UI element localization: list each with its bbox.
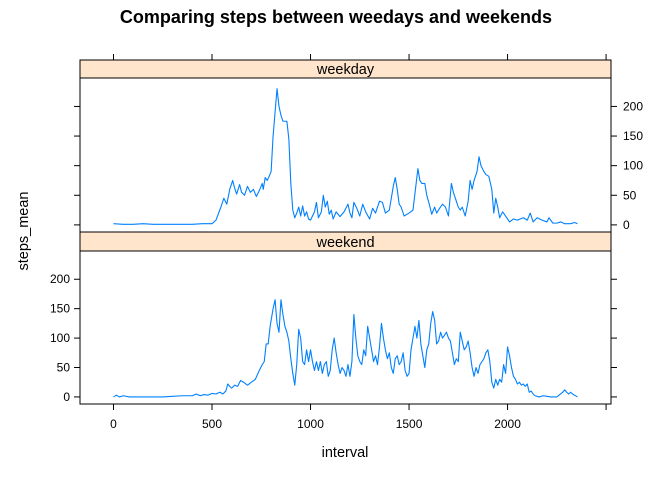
- panel-weekend: weekend 0 50 100 150 200: [50, 231, 617, 405]
- strip-label-weekend: weekend: [315, 235, 374, 251]
- y-tick-label-weekend-150: 150: [50, 302, 70, 316]
- y-tick-label-weekday-50: 50: [623, 188, 637, 202]
- panel-weekday: weekday 0 50 100 150 200: [74, 59, 643, 233]
- panel-frame-weekend: [79, 250, 612, 405]
- y-tick-label-weekend-0: 0: [63, 390, 70, 404]
- chart-title: Comparing steps between weedays and week…: [120, 7, 552, 27]
- y-axis-label: steps_mean: [16, 192, 32, 271]
- y-tick-label-weekday-200: 200: [623, 99, 643, 113]
- x-tick-label-500: 500: [202, 417, 222, 431]
- x-axis-label: interval: [322, 445, 369, 461]
- y-tick-label-weekend-50: 50: [57, 361, 71, 375]
- y-tick-label-weekend-100: 100: [50, 331, 70, 345]
- series-line-weekend: [113, 299, 578, 398]
- y-tick-label-weekday-150: 150: [623, 129, 643, 143]
- x-axis: 0 500 1000 1500 2000: [110, 54, 607, 431]
- x-tick-label-1000: 1000: [297, 417, 324, 431]
- strip-label-weekday: weekday: [316, 62, 375, 78]
- series-line-weekday: [113, 88, 578, 225]
- x-tick-label-1500: 1500: [396, 417, 423, 431]
- y-tick-label-weekend-200: 200: [50, 272, 70, 286]
- x-tick-label-0: 0: [110, 417, 117, 431]
- x-tick-label-2000: 2000: [494, 417, 521, 431]
- y-tick-label-weekday-0: 0: [623, 218, 630, 232]
- y-tick-label-weekday-100: 100: [623, 159, 643, 173]
